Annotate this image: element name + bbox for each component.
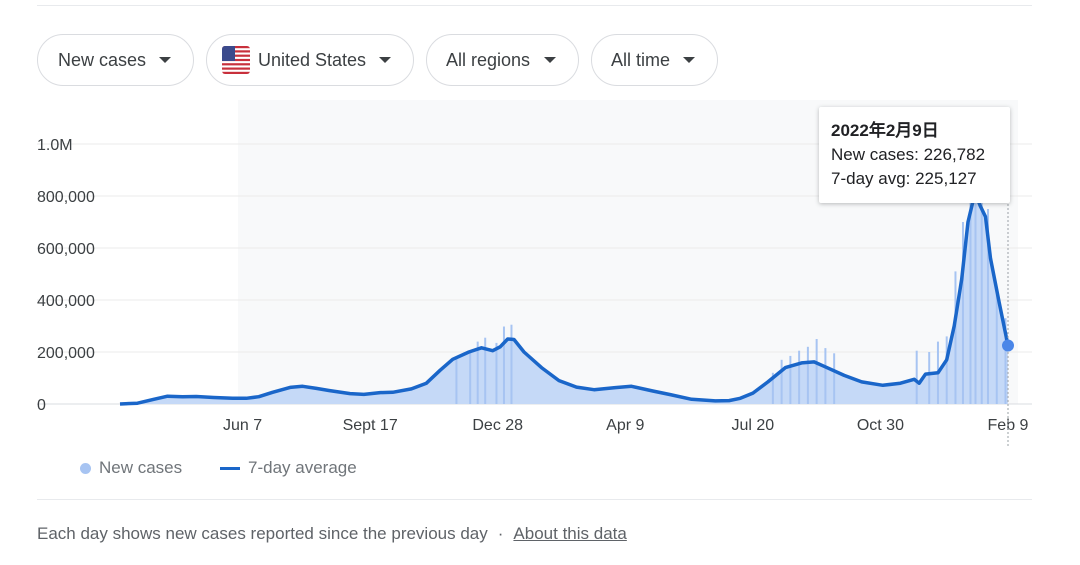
new-cases-bar	[780, 359, 783, 404]
time-dropdown[interactable]: All time	[591, 34, 718, 86]
about-data-link[interactable]: About this data	[513, 524, 627, 543]
tooltip-date: 2022年2月9日	[831, 121, 939, 140]
y-axis-labels: 0 200,000 400,000 600,000 800,000 1.0M	[37, 137, 95, 414]
new-cases-bar	[1004, 318, 1007, 404]
new-cases-bar	[510, 324, 513, 404]
new-cases-bar	[484, 337, 487, 404]
new-cases-bar	[502, 326, 505, 404]
x-tick-label: Dec 28	[472, 417, 523, 434]
country-dropdown[interactable]: United States	[206, 34, 414, 86]
new-cases-bar	[495, 342, 498, 404]
y-tick-label: 600,000	[37, 241, 95, 258]
seven-day-average-line	[119, 195, 1010, 406]
new-cases-bar	[974, 180, 977, 404]
tooltip-average: 7-day avg: 225,127	[831, 169, 977, 188]
chevron-down-icon	[683, 57, 695, 63]
metric-dropdown[interactable]: New cases	[37, 34, 194, 86]
x-tick-label: Apr 9	[606, 417, 644, 434]
chevron-down-icon	[379, 57, 391, 63]
us-flag-icon	[222, 46, 250, 74]
legend-dot-icon	[80, 462, 91, 474]
new-cases-bar	[986, 209, 989, 404]
new-cases-bar	[806, 346, 809, 404]
legend-average: 7-day average	[220, 458, 357, 478]
x-tick-label: Oct 30	[857, 417, 904, 434]
chevron-down-icon	[544, 57, 556, 63]
new-cases-bar	[455, 358, 458, 404]
tooltip-new-cases: New cases: 226,782	[831, 145, 986, 164]
bottom-divider	[37, 499, 1032, 500]
new-cases-bar	[980, 190, 983, 404]
y-tick-label: 400,000	[37, 293, 95, 310]
new-cases-bar	[771, 372, 774, 404]
footer-text: Each day shows new cases reported since …	[37, 524, 488, 543]
footer: Each day shows new cases reported since …	[37, 524, 627, 544]
new-cases-bar	[954, 271, 957, 404]
legend-line-icon	[220, 466, 240, 470]
new-cases-bar	[915, 350, 918, 404]
new-cases-bar	[476, 341, 479, 404]
new-cases-bar	[815, 339, 818, 404]
legend-new-cases-label: New cases	[99, 458, 183, 477]
new-cases-bar	[798, 350, 801, 404]
new-cases-bar	[833, 353, 836, 404]
time-dropdown-label: All time	[611, 49, 671, 70]
new-cases-bar	[824, 348, 827, 404]
new-cases-bar	[928, 352, 931, 404]
chevron-down-icon	[159, 57, 171, 63]
hover-point-marker	[1002, 339, 1014, 352]
region-dropdown-label: All regions	[446, 49, 531, 70]
new-cases-bar	[945, 336, 948, 404]
x-tick-label: Jun 7	[223, 417, 262, 434]
new-cases-bar	[789, 355, 792, 404]
region-dropdown[interactable]: All regions	[426, 34, 579, 86]
top-divider	[37, 5, 1032, 6]
x-tick-label: Jul 20	[732, 417, 775, 434]
new-cases-bar	[961, 222, 964, 404]
legend-average-label: 7-day average	[248, 458, 357, 477]
chart-tooltip: 2022年2月9日 New cases: 226,782 7-day avg: …	[819, 107, 1010, 203]
x-tick-label: Sept 17	[343, 417, 398, 434]
footer-separator: ·	[497, 524, 504, 543]
new-cases-bar	[969, 133, 972, 404]
metric-dropdown-label: New cases	[58, 49, 147, 70]
y-tick-label: 200,000	[37, 345, 95, 362]
country-dropdown-label: United States	[258, 49, 367, 70]
new-cases-bar	[469, 352, 472, 404]
legend-new-cases: New cases	[80, 458, 182, 478]
new-cases-bars	[455, 133, 1007, 404]
y-tick-label: 1.0M	[37, 137, 73, 154]
y-tick-label: 800,000	[37, 189, 95, 206]
new-cases-bar	[995, 294, 998, 404]
x-axis-labels: Jun 7 Sept 17 Dec 28 Apr 9 Jul 20 Oct 30 Feb 9	[223, 417, 1029, 434]
cases-chart[interactable]: 0 200,000 400,000 600,000 800,000 1.0M Jun 7 S…	[0, 0, 1080, 450]
y-tick-label: 0	[37, 397, 46, 414]
